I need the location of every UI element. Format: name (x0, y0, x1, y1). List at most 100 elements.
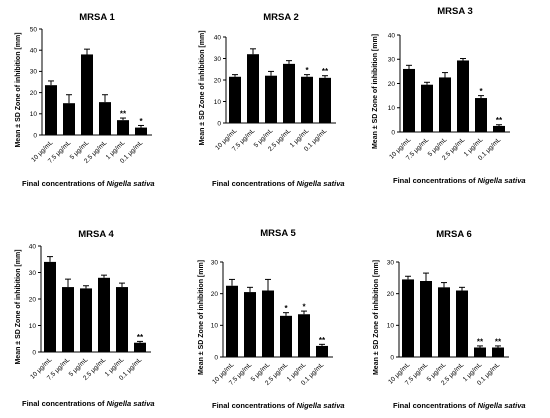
y-tick-label: 30 (388, 57, 396, 64)
bar (493, 125, 505, 132)
chart-panel-1: MRSA 1 0 10 20 30 40 50 Mean ± SD Zone of inhib… (15, 12, 155, 188)
bar (283, 63, 295, 123)
significance-marker: ** (495, 337, 502, 346)
x-axis-label: Final concentrations of Nigella sativa (212, 401, 345, 410)
y-axis-label: Mean ± SD Zone of inhibition [mm] (372, 34, 379, 149)
x-axis-label: Final concentrations of Nigella sativa (393, 176, 526, 185)
y-tick-label: 0 (214, 354, 218, 361)
chart-title: MRSA 6 (436, 229, 472, 240)
y-tick-label: 0 (33, 132, 37, 139)
bar (492, 347, 504, 357)
significance-marker: ** (137, 333, 144, 342)
y-tick-label: 40 (29, 243, 37, 250)
y-tick-label: 20 (211, 291, 219, 298)
y-tick-label: 20 (387, 291, 395, 298)
chart-panel-2: MRSA 2 0 10 20 30 40 Mean ± SD Zone of inhibit… (199, 12, 345, 188)
bar (62, 287, 74, 352)
bar (81, 54, 93, 135)
bar (134, 342, 146, 352)
significance-marker: * (479, 87, 483, 96)
significance-marker: * (139, 117, 143, 126)
bar (439, 77, 451, 132)
y-axis-label: Mean ± SD Zone of inhibition [mm] (199, 30, 206, 145)
bar (438, 287, 450, 357)
bar (403, 68, 415, 132)
bar (316, 345, 328, 357)
bar (421, 84, 433, 132)
chart-panel-3: MRSA 3 0 10 20 30 40 Mean ± SD Zone of inhibit… (372, 6, 526, 185)
chart-title: MRSA 2 (263, 12, 299, 23)
significance-marker: * (305, 66, 309, 75)
chart-panel-4: MRSA 4 0 10 20 30 40 Mean ± SD Zone of inhibit… (15, 229, 155, 408)
y-tick-label: 30 (387, 259, 395, 266)
significance-marker: * (284, 304, 288, 313)
y-tick-label: 40 (30, 48, 38, 55)
bar (247, 54, 259, 124)
y-tick-label: 10 (29, 323, 37, 330)
chart-title: MRSA 5 (260, 228, 296, 239)
bar (456, 290, 468, 357)
y-axis-label: Mean ± SD Zone of inhibition [mm] (15, 249, 22, 364)
y-tick-label: 10 (388, 105, 396, 112)
x-axis-label: Final concentrations of Nigella sativa (22, 399, 155, 408)
y-axis-label: Mean ± SD Zone of inhibition [mm] (373, 260, 380, 375)
y-tick-label: 10 (387, 323, 395, 330)
bar (226, 285, 238, 357)
y-tick-label: 20 (214, 77, 222, 84)
bar (229, 76, 241, 123)
y-tick-label: 0 (390, 354, 394, 361)
significance-marker: * (302, 303, 306, 312)
bar (44, 261, 56, 352)
y-tick-label: 20 (388, 81, 396, 88)
bar (475, 98, 487, 132)
y-tick-label: 40 (388, 32, 396, 39)
bar (457, 60, 469, 132)
bar (298, 314, 310, 357)
significance-marker: ** (120, 110, 127, 119)
y-tick-label: 0 (217, 120, 221, 127)
bar (420, 281, 432, 357)
chart-title: MRSA 3 (437, 6, 473, 17)
y-tick-label: 30 (214, 56, 222, 63)
chart-panel-6: MRSA 6 0 10 20 30 Mean ± SD Zone of inhibitio… (373, 229, 526, 410)
bar (244, 292, 256, 357)
bar (319, 77, 331, 123)
y-axis-label: Mean ± SD Zone of inhibition [mm] (15, 32, 22, 147)
bar (402, 279, 414, 357)
bar (474, 347, 486, 357)
y-tick-label: 40 (214, 34, 222, 41)
bar (301, 76, 313, 123)
bar (99, 102, 111, 135)
significance-marker: ** (477, 337, 484, 346)
bar (63, 103, 75, 135)
y-tick-label: 30 (211, 259, 219, 266)
bar (98, 277, 110, 352)
bar (280, 315, 292, 357)
significance-marker: ** (322, 67, 329, 76)
x-axis-label: Final concentrations of Nigella sativa (22, 179, 155, 188)
y-tick-label: 0 (32, 349, 36, 356)
y-tick-label: 30 (30, 69, 38, 76)
y-tick-label: 50 (30, 26, 38, 33)
y-tick-label: 10 (214, 99, 222, 106)
bar (80, 288, 92, 352)
chart-title: MRSA 4 (78, 229, 114, 240)
bar (45, 85, 57, 135)
bar (265, 75, 277, 123)
bar (116, 287, 128, 352)
y-tick-label: 20 (29, 296, 37, 303)
chart-panel-5: MRSA 5 0 10 20 30 Mean ± SD Zone of inhibitio… (198, 228, 345, 410)
x-axis-label: Final concentrations of Nigella sativa (393, 401, 526, 410)
bar (262, 290, 274, 357)
y-tick-label: 10 (30, 111, 38, 118)
significance-marker: ** (319, 336, 326, 345)
y-tick-label: 0 (391, 129, 395, 136)
y-axis-label: Mean ± SD Zone of inhibition [mm] (198, 260, 205, 375)
y-tick-label: 30 (29, 270, 37, 277)
y-tick-label: 20 (30, 90, 38, 97)
significance-marker: ** (496, 116, 503, 125)
chart-title: MRSA 1 (79, 12, 115, 23)
bar (117, 120, 129, 135)
y-tick-label: 10 (211, 323, 219, 330)
